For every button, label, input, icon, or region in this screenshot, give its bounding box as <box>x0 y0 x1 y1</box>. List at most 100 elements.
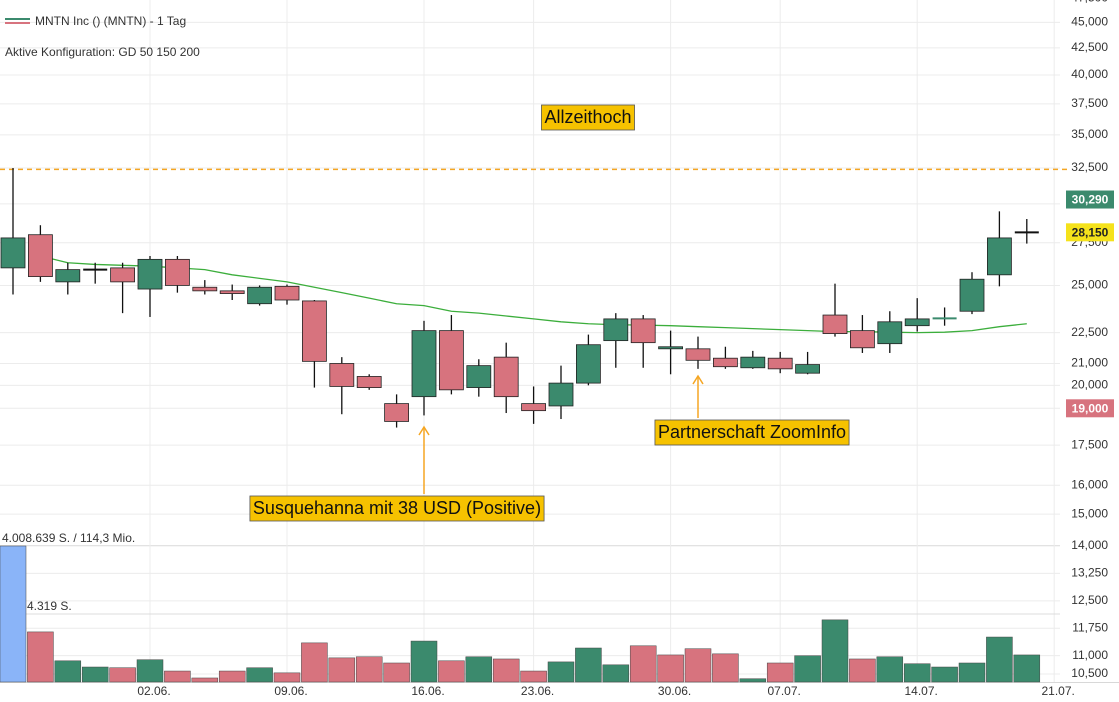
volume-bar <box>849 658 876 683</box>
candle-body <box>548 382 574 407</box>
y-tick-label: 13,250 <box>1071 566 1108 580</box>
candle-body <box>877 321 903 345</box>
volume-bar <box>164 670 191 683</box>
volume-bar <box>766 662 794 683</box>
price-tag <box>1066 190 1114 209</box>
volume-bar <box>1013 654 1041 683</box>
candle-body <box>110 267 135 283</box>
volume-bar <box>547 661 575 683</box>
x-tick-label: 21.07. <box>1042 684 1075 698</box>
x-tick-label: 02.06. <box>137 684 170 698</box>
volume-bar <box>520 670 547 683</box>
annotation-box <box>249 495 545 522</box>
candle-body <box>850 330 875 349</box>
volume-bar <box>27 631 54 683</box>
volume-bar <box>218 670 246 683</box>
volume-bar <box>712 653 739 683</box>
candle-body <box>192 286 218 292</box>
x-tick-label: 07.07. <box>768 684 801 698</box>
volume-bar <box>657 654 684 683</box>
volume-bar <box>986 636 1013 683</box>
volume-bar <box>794 655 821 683</box>
candle-body <box>521 403 546 412</box>
candle-body <box>438 330 464 391</box>
x-tick-label: 23.06. <box>521 684 554 698</box>
volume-bar <box>301 642 328 683</box>
candle-body <box>247 286 273 305</box>
y-tick-label: 37,500 <box>1071 96 1108 110</box>
volume-bar <box>821 619 849 683</box>
y-tick-label: 15,000 <box>1071 506 1108 520</box>
candle-body <box>27 234 53 277</box>
y-tick-label: 42,500 <box>1071 40 1108 54</box>
annotation-arrowhead <box>692 374 704 385</box>
candle-body <box>219 290 245 294</box>
annotation-box <box>654 419 850 446</box>
chart-title: MNTN Inc () (MNTN) - 1 Tag <box>35 14 186 28</box>
candle-body <box>466 365 492 388</box>
volume-bar <box>273 672 301 683</box>
annotation: Partnerschaft ZoomInfo <box>658 422 846 442</box>
candle-body <box>767 357 793 370</box>
price-tag-label: 19,000 <box>1072 401 1109 415</box>
y-tick-label: 22,500 <box>1071 325 1108 339</box>
candle-body <box>411 330 437 398</box>
volume-bar <box>0 545 27 683</box>
annotation: Susquehanna mit 38 USD (Positive) <box>253 498 541 518</box>
candle-body <box>713 357 738 368</box>
y-tick-label: 17,500 <box>1071 437 1108 451</box>
volume-bar <box>410 640 438 683</box>
y-tick-label: 45,000 <box>1071 14 1108 28</box>
volume-bar <box>903 663 931 683</box>
y-tick-label: 21,000 <box>1071 356 1108 370</box>
candle-body <box>959 278 985 312</box>
volume-bar <box>383 662 410 683</box>
y-tick-label: 25,000 <box>1071 278 1108 292</box>
candle-body <box>493 356 519 398</box>
candle-body <box>137 258 163 290</box>
volume-label: 4.319 S. <box>27 599 72 613</box>
x-tick-label: 14.07. <box>905 684 938 698</box>
candle-body <box>55 269 81 283</box>
volume-bar <box>246 667 273 683</box>
candle-body <box>0 237 26 269</box>
candle-body <box>603 318 629 342</box>
x-tick-label: 09.06. <box>274 684 307 698</box>
candle-body <box>630 318 656 344</box>
y-tick-label: 11,000 <box>1072 648 1108 662</box>
volume-bar <box>684 648 712 683</box>
y-tick-label: 35,000 <box>1071 127 1108 141</box>
annotation: Allzeithoch <box>544 107 631 127</box>
annotation-arrowhead <box>418 425 430 436</box>
y-tick-label: 40,000 <box>1071 67 1108 81</box>
candle-body <box>329 363 355 387</box>
y-tick-label: 32,500 <box>1071 160 1108 174</box>
volume-bar <box>136 659 164 683</box>
volume-label: 4.008.639 S. / 114,3 Mio. <box>2 531 135 545</box>
candle-body <box>904 318 930 327</box>
price-tag-label: 30,290 <box>1072 193 1109 207</box>
x-tick-label: 30.06. <box>658 684 691 698</box>
candle-body <box>822 314 848 335</box>
volume-bar <box>191 677 219 683</box>
candle-body <box>274 285 300 301</box>
price-tag <box>1066 399 1114 418</box>
candle-body <box>795 364 820 374</box>
volume-bar <box>438 660 465 683</box>
y-tick-label: 16,000 <box>1071 477 1108 491</box>
candle-body <box>740 356 766 369</box>
annotation-box <box>541 104 635 131</box>
y-tick-label: 12,500 <box>1071 593 1108 607</box>
candle-body <box>384 403 410 422</box>
price-tag <box>1066 223 1114 242</box>
volume-bar <box>575 647 602 683</box>
y-tick-label: 14,000 <box>1071 538 1108 552</box>
candle-body <box>576 344 601 384</box>
y-tick-label: 20,000 <box>1071 378 1108 392</box>
x-tick-label: 16.06. <box>411 684 444 698</box>
volume-bar <box>328 657 356 683</box>
volume-bar <box>54 660 82 683</box>
candle-body <box>987 237 1012 276</box>
